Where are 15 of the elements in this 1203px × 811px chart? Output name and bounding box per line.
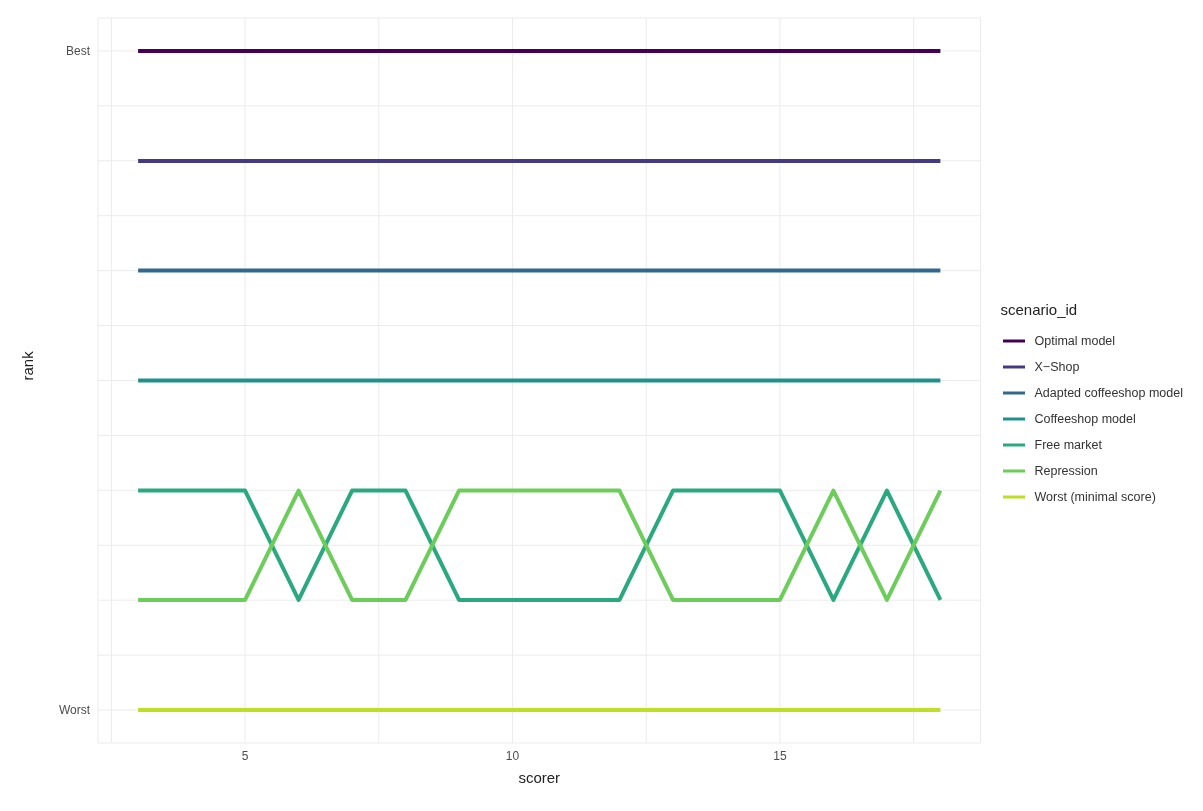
legend-label: X−Shop xyxy=(1034,360,1080,374)
x-tick-label: 5 xyxy=(241,748,249,763)
legend-label: Repression xyxy=(1034,464,1098,478)
legend-label: Free market xyxy=(1034,438,1102,452)
legend-title: scenario_id xyxy=(1000,301,1079,318)
x-tick-label: 10 xyxy=(505,748,520,763)
text: Worst xyxy=(58,703,91,718)
text: Best xyxy=(65,44,91,59)
legend-label: Optimal model xyxy=(1034,334,1116,348)
legend-label: Coffeeshop model xyxy=(1034,412,1136,426)
legend-label: Worst (minimal score) xyxy=(1034,490,1156,504)
legend-label: Adapted coffeeshop model xyxy=(1034,386,1183,400)
x-tick-label: 15 xyxy=(773,748,787,763)
x-axis-title: scorer xyxy=(518,769,561,786)
y-axis-title: rank xyxy=(19,350,37,381)
